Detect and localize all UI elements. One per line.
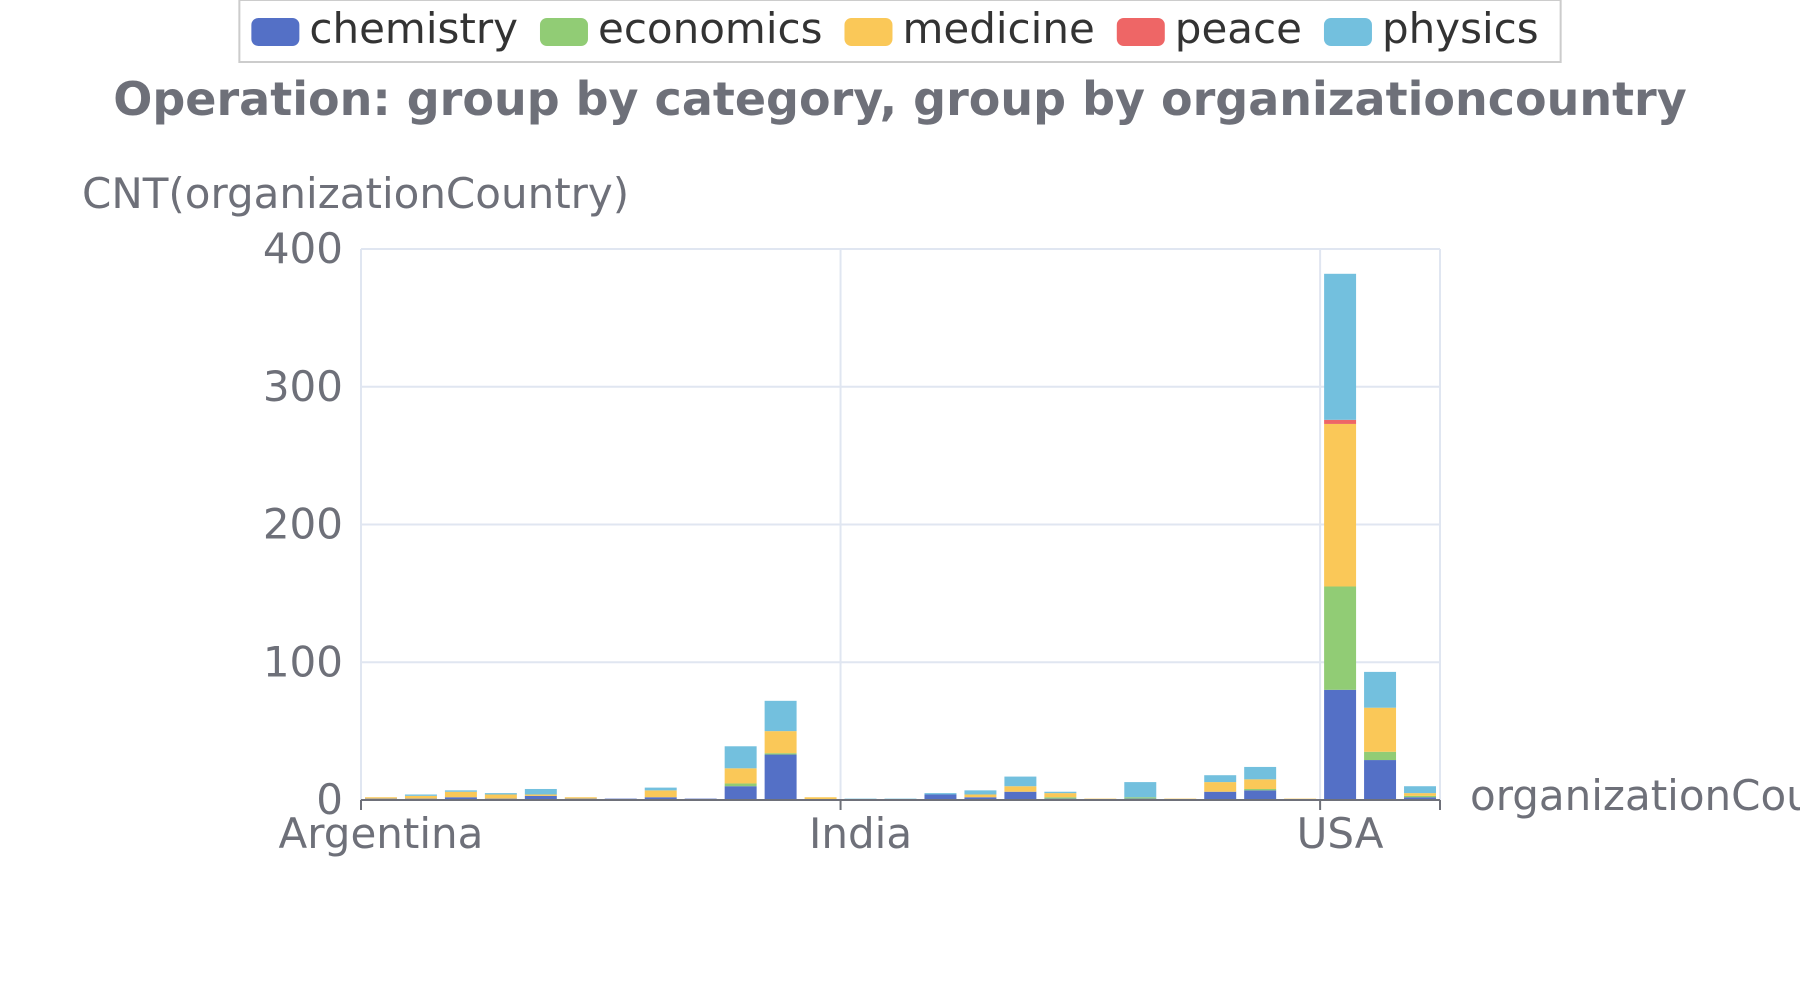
chart-title: Operation: group by category, group by o…	[113, 72, 1686, 126]
bar-segment-physics	[1364, 671, 1397, 708]
bar-segment-medicine	[524, 794, 557, 796]
bar-segment-medicine	[1004, 786, 1037, 792]
bar-segment-physics	[1404, 786, 1437, 794]
bar-segment-physics	[444, 790, 477, 792]
bar-segment-medicine	[1044, 793, 1077, 798]
legend-label-economics[interactable]: economics	[598, 4, 823, 53]
bar-segment-chemistry	[1324, 689, 1357, 800]
legend-swatch-chemistry[interactable]	[251, 18, 300, 46]
bar-segment-medicine	[764, 731, 797, 754]
bar-segment-physics	[964, 790, 997, 795]
bar-segment-peace	[1324, 419, 1357, 424]
bar-segment-physics	[404, 794, 437, 796]
bar-segment-physics	[1324, 273, 1357, 420]
bar-segment-economics	[1324, 586, 1357, 690]
y-axis-label: CNT(organizationCountry)	[82, 169, 629, 218]
bar-segment-medicine	[1204, 782, 1237, 792]
bar-segment-physics	[764, 700, 797, 732]
bar-segment-economics	[1044, 797, 1077, 799]
bar-segment-medicine	[484, 794, 517, 799]
legend-swatch-physics[interactable]	[1323, 18, 1372, 46]
bar-segment-physics	[644, 787, 677, 791]
bar-segment-chemistry	[724, 786, 757, 800]
x-tick-label: India	[809, 809, 912, 858]
bar-segment-medicine	[564, 797, 597, 799]
y-tick-label: 0	[316, 775, 343, 824]
bar-segment-medicine	[724, 768, 757, 784]
bar-segment-medicine	[1404, 793, 1437, 796]
bar-segment-chemistry	[764, 754, 797, 800]
x-tick-label: Argentina	[279, 809, 484, 858]
bar-segment-physics	[724, 746, 757, 769]
legend-label-physics[interactable]: physics	[1382, 4, 1539, 53]
bar-segment-physics	[1044, 791, 1077, 794]
bar-segment-medicine	[964, 794, 997, 798]
legend-label-medicine[interactable]: medicine	[902, 4, 1094, 53]
bar-segment-medicine	[364, 797, 397, 799]
bar-segment-economics	[1364, 751, 1397, 761]
bar-segment-chemistry	[644, 797, 677, 800]
bar-segment-chemistry	[964, 797, 997, 800]
bar-segment-physics	[1244, 766, 1277, 780]
legend-swatch-medicine[interactable]	[844, 18, 893, 46]
bar-segment-medicine	[404, 795, 437, 799]
bar-segment-economics	[1404, 795, 1437, 798]
bar-segment-economics	[724, 783, 757, 787]
bar-segment-economics	[1244, 788, 1277, 791]
bar-segment-chemistry	[524, 795, 557, 800]
x-axis-label: organizationCountry	[1470, 771, 1800, 820]
legend-swatch-economics[interactable]	[539, 18, 588, 46]
bar-segment-physics	[1124, 782, 1157, 798]
bar-segment-medicine	[1244, 779, 1277, 789]
bar-segment-economics	[764, 753, 797, 755]
bar-segment-physics	[924, 793, 957, 795]
bar-segment-chemistry	[1404, 797, 1437, 800]
y-tick-label: 100	[263, 637, 343, 686]
bar-segment-physics	[1204, 775, 1237, 783]
bar-segment-physics	[484, 793, 517, 795]
x-tick-label: USA	[1297, 809, 1384, 858]
bar-segment-chemistry	[1244, 790, 1277, 800]
bar-segment-chemistry	[1004, 791, 1037, 800]
bar-segment-medicine	[1324, 423, 1357, 587]
bar-segment-economics	[1124, 797, 1157, 799]
y-tick-label: 200	[263, 500, 343, 549]
bar-segment-physics	[524, 788, 557, 795]
legend-label-peace[interactable]: peace	[1175, 4, 1302, 53]
bar-segment-chemistry	[1364, 760, 1397, 800]
legend-swatch-peace[interactable]	[1116, 18, 1165, 46]
y-tick-label: 300	[263, 362, 343, 411]
bar-segment-medicine	[804, 797, 837, 800]
y-tick-label: 400	[263, 224, 343, 273]
bar-segment-chemistry	[1204, 791, 1237, 800]
legend-label-chemistry[interactable]: chemistry	[309, 4, 518, 53]
bar-segment-medicine	[1364, 707, 1397, 752]
bar-segment-physics	[1004, 776, 1037, 787]
bar-segment-chemistry	[444, 797, 477, 800]
bar-segment-medicine	[444, 791, 477, 798]
bar-segment-chemistry	[924, 794, 957, 800]
bar-segment-medicine	[644, 790, 677, 798]
